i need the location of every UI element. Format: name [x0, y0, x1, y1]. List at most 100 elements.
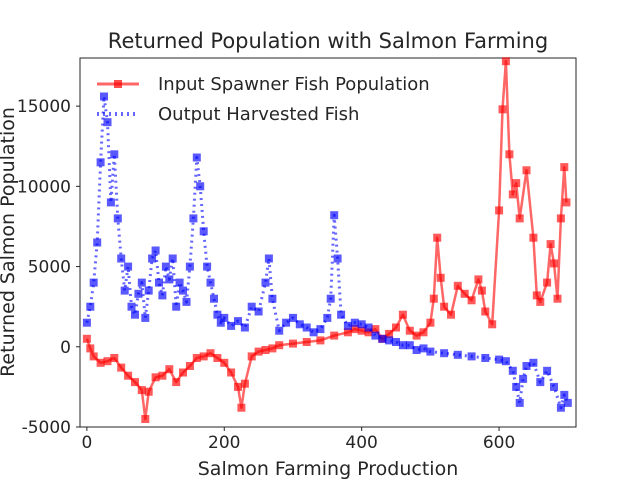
data-point	[124, 262, 133, 271]
data-point	[532, 291, 541, 300]
data-point	[96, 358, 105, 367]
data-point	[481, 307, 490, 316]
data-point	[206, 278, 215, 287]
data-point	[206, 349, 215, 358]
data-point	[264, 254, 273, 263]
y-tick-label: 5000	[28, 258, 71, 278]
data-point	[282, 318, 291, 327]
data-point	[117, 254, 126, 263]
data-point	[385, 329, 394, 338]
data-point	[237, 403, 246, 412]
data-point	[161, 262, 170, 271]
data-point	[350, 318, 359, 327]
data-point	[144, 286, 153, 295]
x-tick-label: 200	[208, 433, 240, 453]
data-point	[477, 286, 486, 295]
data-point	[227, 321, 236, 330]
data-point	[316, 325, 325, 334]
data-point	[529, 233, 538, 242]
data-point	[86, 302, 95, 311]
data-point	[467, 352, 476, 361]
data-point	[440, 302, 449, 311]
data-point	[302, 323, 311, 332]
data-point	[333, 254, 342, 263]
x-tick-label: 600	[483, 433, 515, 453]
data-point	[210, 294, 218, 303]
data-point	[481, 354, 490, 362]
data-point	[240, 379, 249, 388]
plot-area: 0 200 400 600 -5000 0 5000 10000 15000	[17, 57, 577, 453]
data-point	[501, 357, 510, 366]
tick-layer: 0 200 400 600 -5000 0 5000 10000 15000	[17, 97, 515, 453]
data-point	[343, 321, 352, 330]
data-point	[192, 153, 201, 162]
data-point	[529, 358, 538, 367]
data-point	[247, 302, 256, 311]
data-point	[131, 310, 139, 319]
data-point	[148, 254, 157, 263]
data-point	[309, 328, 318, 337]
data-point	[512, 382, 521, 391]
data-point	[543, 366, 552, 375]
data-point	[508, 366, 517, 375]
data-point	[536, 297, 545, 306]
data-point	[172, 302, 181, 311]
y-tick-label: 0	[60, 338, 71, 358]
data-point	[234, 317, 242, 326]
data-point	[323, 313, 332, 322]
data-point	[131, 378, 139, 387]
legend: Input Spawner Fish Population Output Har…	[97, 74, 430, 125]
data-point	[371, 325, 380, 334]
data-point	[398, 341, 407, 350]
y-axis-label: Returned Salmon Population	[0, 107, 19, 377]
data-point	[505, 150, 514, 159]
data-point	[350, 325, 359, 334]
data-point	[175, 278, 184, 287]
data-point	[337, 310, 346, 319]
data-point	[141, 415, 150, 423]
data-point	[467, 296, 476, 305]
data-point	[519, 374, 528, 383]
data-point	[134, 289, 143, 298]
data-point	[385, 336, 394, 345]
data-point	[295, 320, 304, 329]
data-point	[213, 354, 222, 362]
data-point	[220, 358, 229, 367]
data-point	[378, 334, 387, 343]
data-point	[553, 294, 562, 303]
data-point	[220, 313, 229, 322]
data-point	[168, 254, 177, 263]
data-point	[316, 336, 325, 345]
data-point	[447, 310, 455, 319]
data-point	[110, 354, 119, 362]
series-layer	[82, 57, 572, 423]
data-point	[165, 365, 174, 374]
data-point	[117, 363, 126, 372]
data-point	[488, 320, 497, 329]
y-tick-label: 10000	[17, 177, 71, 197]
data-point	[196, 182, 205, 191]
data-point	[371, 331, 380, 340]
data-point	[302, 338, 311, 346]
data-point	[522, 166, 531, 175]
data-point	[165, 275, 174, 284]
data-point	[495, 206, 504, 215]
data-point	[560, 390, 569, 399]
data-point	[453, 350, 462, 359]
data-point	[203, 262, 212, 271]
data-point	[192, 354, 201, 362]
legend-label: Input Spawner Fish Population	[158, 74, 430, 95]
data-point	[498, 105, 507, 114]
data-point	[536, 378, 545, 387]
data-point	[330, 331, 339, 340]
data-point	[254, 307, 263, 316]
y-tick-label: 15000	[17, 97, 71, 117]
plot-frame	[79, 57, 577, 428]
data-point	[343, 328, 352, 337]
data-point	[426, 347, 435, 356]
x-tick-label: 400	[345, 433, 377, 453]
data-point	[508, 190, 517, 199]
data-point	[436, 273, 445, 282]
data-point	[247, 352, 256, 361]
data-point	[412, 346, 421, 354]
